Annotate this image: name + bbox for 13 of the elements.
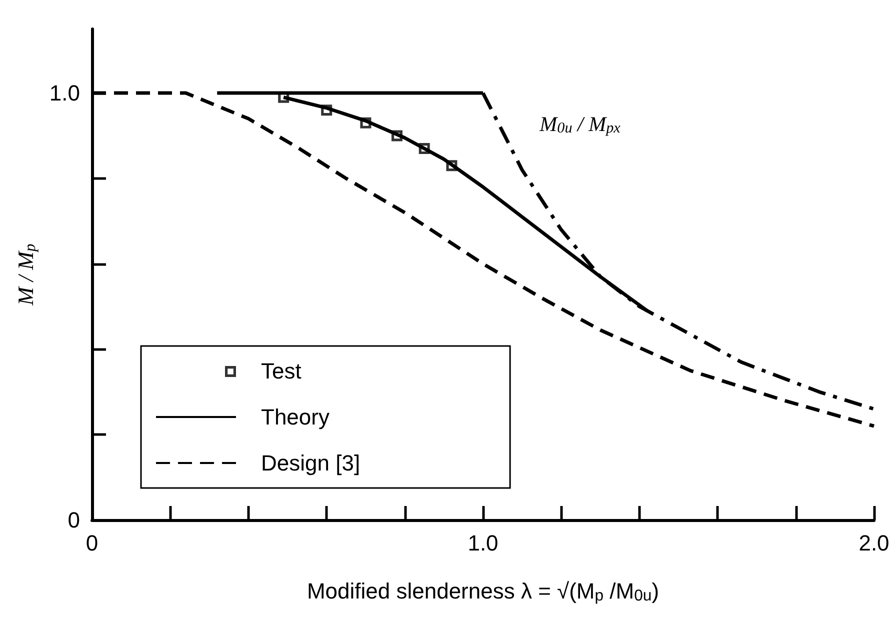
point bbox=[321, 104, 332, 116]
x-tick-label: 0 bbox=[86, 530, 98, 556]
legend-label: Theory bbox=[261, 404, 330, 430]
x-tick-label: 2.0 bbox=[858, 530, 890, 556]
annotation: M0u / Mpx bbox=[538, 112, 621, 137]
x-tick-label: 1.0 bbox=[468, 530, 498, 556]
point bbox=[360, 117, 372, 128]
point bbox=[418, 143, 430, 154]
legend-label: Test bbox=[261, 358, 302, 384]
point bbox=[391, 130, 402, 142]
point bbox=[446, 160, 458, 172]
y-axis-title: M / Mp bbox=[13, 244, 40, 306]
legend-label: Design [3] bbox=[261, 450, 360, 476]
